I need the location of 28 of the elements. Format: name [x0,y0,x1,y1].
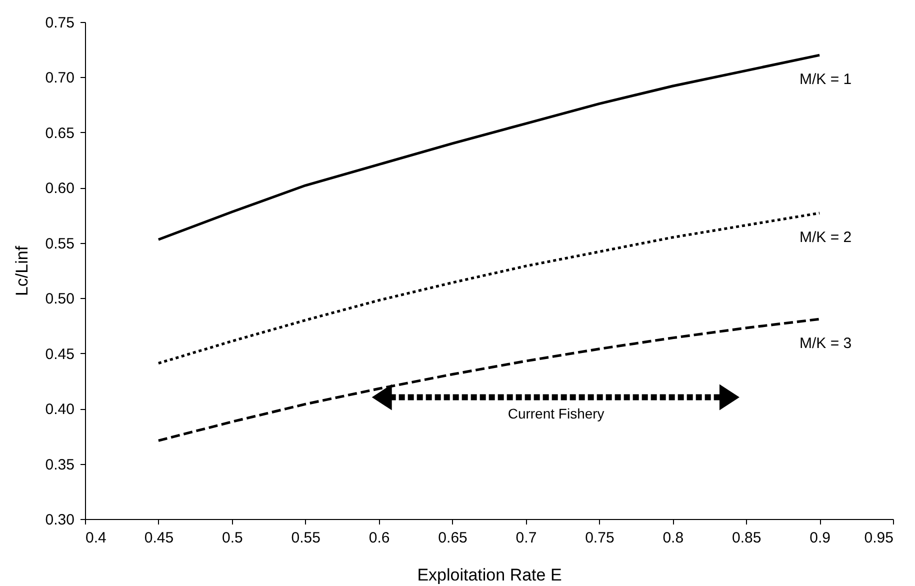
y-tick-label: 0.30 [45,512,74,528]
x-tick-label: 0.7 [516,530,537,546]
x-tick-label: 0.85 [732,530,762,546]
x-tick-label: 0.65 [438,530,468,546]
x-tick-label: 0.75 [585,530,614,546]
x-tick-label: 0.45 [144,530,174,546]
y-tick-label: 0.35 [45,456,74,474]
x-tick-label: 0.95 [864,530,894,546]
x-tick-label: 0.9 [810,530,830,546]
y-tick-label: 0.70 [45,70,74,87]
x-tick-label: 0.5 [222,530,243,546]
y-tick-label: 0.45 [45,346,74,363]
series-label: M/K = 2 [799,229,852,246]
y-tick-label: 0.60 [45,180,74,198]
x-tick-label: 0.6 [368,530,390,546]
y-tick-label: 0.40 [45,401,74,418]
y-tick-label: 0.50 [45,290,74,308]
series-label: M/K = 3 [799,335,852,352]
y-tick-label: 0.75 [45,14,74,32]
x-tick-label: 0.55 [291,530,320,546]
x-tick-label: 0.8 [662,530,684,546]
series-label: M/K = 1 [799,71,852,88]
y-axis-title: Lc/Linf [12,246,32,296]
x-tick-label: 0.4 [86,530,106,546]
x-axis-title: Exploitation Rate E [417,566,562,584]
annotation: Current Fishery [508,406,604,422]
y-tick-label: 0.55 [45,235,74,252]
y-tick-label: 0.65 [45,124,74,142]
